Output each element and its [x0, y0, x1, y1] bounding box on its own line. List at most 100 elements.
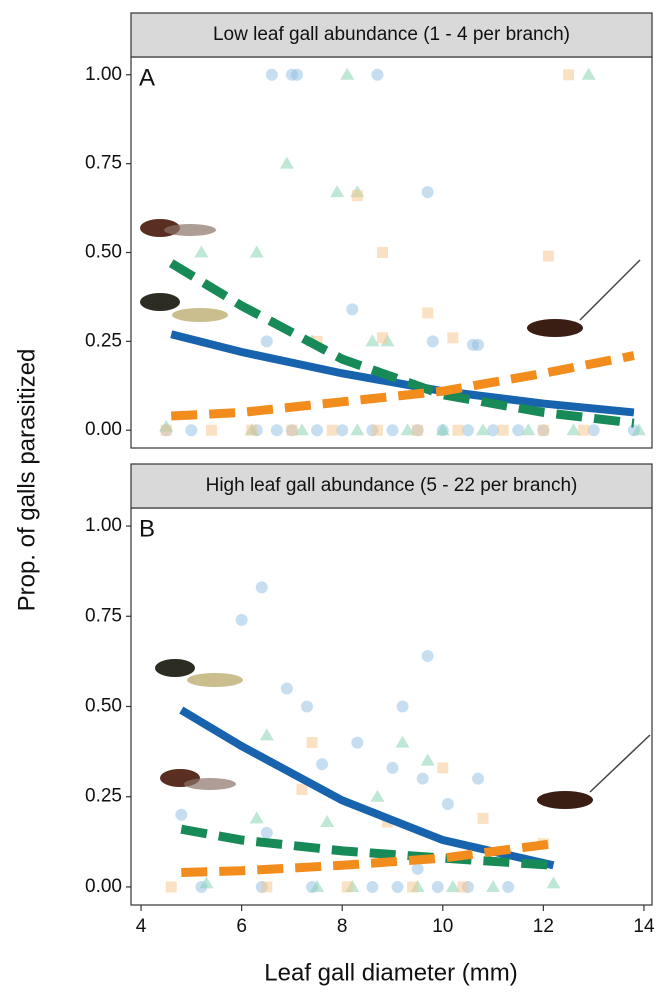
point: [320, 814, 335, 827]
point: [249, 811, 264, 824]
point: [471, 772, 484, 785]
point: [386, 424, 399, 437]
point: [431, 880, 444, 893]
y-tick-label: 1.00: [85, 515, 122, 536]
fly-icon: [155, 659, 243, 687]
point: [537, 424, 549, 436]
point: [487, 424, 500, 437]
point: [416, 772, 429, 785]
point: [260, 826, 273, 839]
point: [566, 423, 581, 436]
point: [246, 424, 258, 436]
y-tick-label: 0.00: [85, 419, 122, 440]
point: [260, 335, 273, 348]
point: [235, 613, 248, 626]
x-tick-label: 8: [337, 916, 348, 937]
point: [175, 808, 188, 821]
wasp-icon: [527, 259, 641, 337]
y-axis-title: Prop. of galls parasitized: [13, 349, 40, 612]
point: [441, 797, 454, 810]
point: [376, 247, 388, 258]
fly-icon: [140, 293, 228, 322]
point: [265, 68, 278, 81]
y-tick-label: 0.50: [85, 242, 122, 263]
point: [391, 880, 404, 893]
point: [477, 812, 489, 824]
fit-line: [168, 259, 635, 428]
point: [370, 789, 385, 802]
point: [421, 186, 434, 199]
point: [280, 682, 293, 695]
point: [341, 881, 353, 893]
point: [395, 735, 410, 748]
point: [502, 880, 515, 893]
fit-line: [181, 839, 555, 878]
point: [160, 424, 172, 436]
point: [476, 423, 491, 436]
point: [205, 424, 217, 436]
point: [578, 424, 590, 436]
point: [376, 332, 388, 344]
point: [346, 303, 359, 316]
point: [165, 881, 177, 893]
strip-background: [130, 463, 653, 509]
point: [587, 424, 600, 437]
point: [255, 581, 268, 594]
point: [279, 156, 294, 169]
strip-title: Low leaf gall abundance (1 - 4 per branc…: [213, 24, 570, 45]
point: [306, 737, 318, 749]
y-tick-label: 0.75: [85, 153, 122, 174]
point: [486, 879, 501, 892]
point: [350, 423, 365, 436]
point: [286, 424, 298, 436]
x-tick-label: 6: [236, 916, 247, 937]
x-tick-label: 12: [533, 916, 554, 937]
point: [261, 881, 273, 893]
point: [351, 190, 363, 202]
point: [542, 250, 554, 262]
point: [471, 338, 484, 351]
point: [497, 424, 509, 436]
y-tick-label: 0.25: [85, 330, 122, 351]
point: [521, 423, 536, 436]
panel-background: [130, 507, 653, 906]
wasp-icon: [160, 769, 236, 790]
point: [290, 68, 303, 81]
point: [301, 700, 314, 713]
y-tick-label: 0.50: [85, 696, 122, 717]
point: [249, 245, 264, 258]
point: [631, 423, 646, 436]
point: [199, 876, 214, 889]
point: [461, 424, 474, 437]
point: [445, 879, 460, 892]
point: [437, 762, 449, 774]
point: [371, 424, 383, 436]
point: [310, 879, 325, 892]
point: [296, 784, 308, 796]
panel-letter: B: [139, 515, 155, 542]
strip-background: [130, 12, 653, 58]
point: [420, 753, 435, 766]
point: [326, 424, 338, 436]
point: [270, 424, 283, 437]
point: [185, 424, 198, 437]
x-tick-label: 14: [633, 916, 655, 937]
point: [512, 424, 525, 437]
y-tick-label: 0.25: [85, 786, 122, 807]
panel-background: [130, 56, 653, 449]
point: [426, 335, 439, 348]
y-tick-label: 0.75: [85, 605, 122, 626]
point: [581, 67, 596, 80]
x-tick-label: 10: [432, 916, 453, 937]
fit-line: [170, 330, 635, 417]
point: [435, 423, 450, 436]
wasp-icon: [537, 734, 651, 809]
point: [259, 728, 274, 741]
panel-letter: A: [139, 64, 155, 91]
point: [340, 67, 355, 80]
point: [447, 332, 459, 344]
point: [411, 862, 424, 875]
x-axis-title: Leaf gall diameter (mm): [264, 959, 517, 986]
point: [311, 424, 324, 437]
